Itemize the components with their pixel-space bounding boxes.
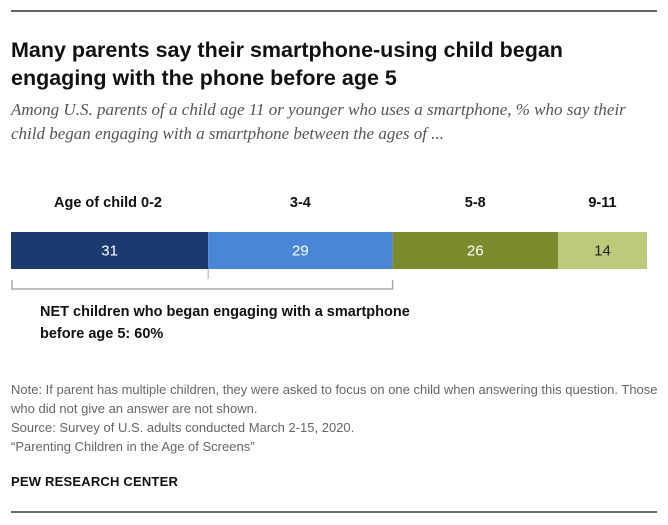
category-label: Age of child 0-2 [54,195,162,211]
chart-title: Many parents say their smartphone-using … [11,38,563,90]
bar-value-label: 26 [467,243,484,260]
top-rule [11,10,657,12]
notes-block: Note: If parent has multiple children, t… [11,380,661,456]
chart-subtitle: Among U.S. parents of a child age 11 or … [11,100,626,143]
category-label: 9-11 [588,195,617,211]
bar-value-label: 29 [292,243,309,260]
stacked-bar-chart: 31 29 26 14 [11,232,647,290]
bottom-rule [11,511,657,513]
source-text: Source: Survey of U.S. adults conducted … [11,420,355,435]
bar-value-label: 31 [101,243,118,260]
bar-segment [557,232,647,269]
category-label: 5-8 [464,195,486,211]
report-title: “Parenting Children in the Age of Screen… [11,439,255,454]
category-label: 3-4 [289,195,311,211]
brand-logo-text: PEW RESEARCH CENTER [11,474,179,489]
bar-value-label: 14 [594,243,611,260]
bar-segment [392,232,558,269]
net-annotation: NET children who began engaging with a s… [40,304,410,342]
note-text: Note: If parent has multiple children, t… [11,382,658,416]
bar-segment [208,232,393,269]
net-bracket [11,280,394,290]
bar-segment [11,232,209,269]
